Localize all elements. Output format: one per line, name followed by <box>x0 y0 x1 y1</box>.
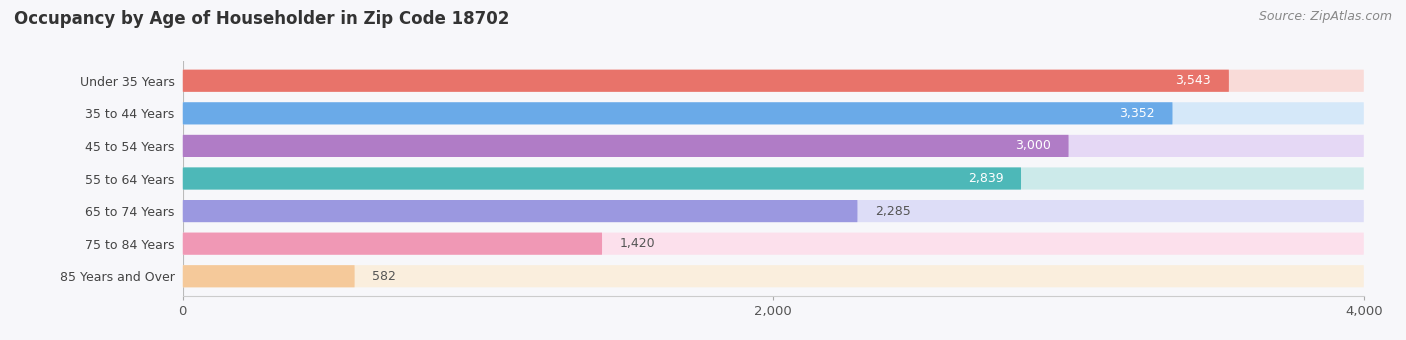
Text: Source: ZipAtlas.com: Source: ZipAtlas.com <box>1258 10 1392 23</box>
FancyBboxPatch shape <box>183 135 1364 157</box>
FancyBboxPatch shape <box>183 70 1229 92</box>
Text: 2,839: 2,839 <box>967 172 1004 185</box>
FancyBboxPatch shape <box>183 167 1364 190</box>
FancyBboxPatch shape <box>183 102 1173 124</box>
FancyBboxPatch shape <box>183 265 1364 287</box>
FancyBboxPatch shape <box>183 102 1364 124</box>
Text: 582: 582 <box>373 270 396 283</box>
FancyBboxPatch shape <box>183 233 602 255</box>
Text: 1,420: 1,420 <box>620 237 655 250</box>
FancyBboxPatch shape <box>183 233 1364 255</box>
FancyBboxPatch shape <box>183 167 1021 190</box>
FancyBboxPatch shape <box>183 265 354 287</box>
FancyBboxPatch shape <box>183 70 1364 92</box>
FancyBboxPatch shape <box>183 200 1364 222</box>
Text: 3,543: 3,543 <box>1175 74 1211 87</box>
FancyBboxPatch shape <box>183 135 1069 157</box>
Text: 2,285: 2,285 <box>875 205 911 218</box>
Text: 3,000: 3,000 <box>1015 139 1050 152</box>
Text: 3,352: 3,352 <box>1119 107 1154 120</box>
FancyBboxPatch shape <box>183 200 858 222</box>
Text: Occupancy by Age of Householder in Zip Code 18702: Occupancy by Age of Householder in Zip C… <box>14 10 509 28</box>
